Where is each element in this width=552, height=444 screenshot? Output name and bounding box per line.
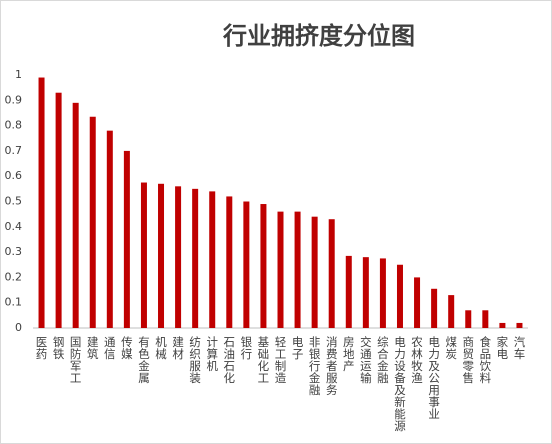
bar (396, 264, 403, 328)
x-tick-label: 交通运输 (359, 335, 373, 384)
x-tick-label: 基础化工 (256, 336, 270, 384)
x-tick-label: 有色金属 (137, 335, 151, 384)
bar (499, 322, 506, 328)
x-tick-label: 煤炭 (444, 336, 458, 360)
bar (311, 216, 318, 328)
x-tick-label: 建筑 (86, 335, 100, 360)
x-tick-label: 石油石化 (222, 336, 236, 384)
bar (38, 77, 45, 328)
x-tick-label: 医药 (35, 336, 49, 360)
bar (482, 310, 489, 328)
x-tick-label: 计算机 (205, 336, 219, 372)
x-tick-label: 电力及公用事业 (427, 336, 441, 420)
x-tick-label: 食品饮料 (478, 335, 492, 384)
bar (106, 130, 113, 328)
y-tick-label: 0.3 (5, 245, 23, 258)
x-tick-label: 家电 (495, 335, 509, 360)
bar (345, 255, 352, 328)
y-tick-label: 0.9 (5, 93, 23, 106)
x-tick-label: 国防军工 (69, 336, 83, 384)
bar (260, 204, 267, 328)
x-tick-label: 通信 (103, 336, 117, 360)
y-tick-label: 0.7 (5, 144, 23, 157)
bar (294, 211, 301, 328)
bar (516, 322, 523, 328)
x-tick-label: 房地产 (342, 336, 356, 372)
bar (328, 219, 335, 328)
x-tick-label: 电力设备及新能源 (393, 336, 407, 432)
x-tick-label: 纺织服装 (188, 335, 202, 384)
y-tick-label: 0 (15, 321, 22, 334)
bar (72, 102, 79, 328)
x-tick-label: 电子 (291, 336, 305, 360)
y-tick-label: 0.1 (5, 296, 23, 309)
bar (414, 277, 421, 328)
x-tick-label: 商贸零售 (461, 335, 475, 384)
bar (123, 150, 130, 328)
bar (431, 288, 438, 328)
bar (362, 257, 369, 328)
y-tick-label: 0.6 (5, 169, 23, 182)
y-tick-label: 0.4 (5, 220, 23, 233)
chart-title: 行业拥挤度分位图 (222, 22, 415, 50)
x-tick-label: 农林牧渔 (410, 335, 424, 384)
bar (209, 191, 216, 328)
y-tick-label: 0.5 (5, 195, 23, 208)
x-tick-label: 综合金融 (376, 335, 390, 384)
bar (55, 92, 62, 329)
bar (140, 182, 147, 328)
bar (465, 310, 472, 328)
x-tick-label: 建材 (171, 335, 185, 360)
x-tick-label: 消费者服务 (325, 335, 339, 396)
bar (89, 116, 96, 329)
y-tick-label: 0.2 (5, 270, 23, 283)
bar (277, 211, 284, 328)
x-tick-label: 钢铁 (52, 336, 66, 360)
x-tick-label: 机械 (154, 335, 168, 360)
x-tick-label: 非银行金融 (308, 336, 322, 396)
bar (243, 201, 250, 328)
x-tick-label: 银行 (239, 335, 253, 360)
bar (192, 188, 199, 328)
bar (175, 186, 182, 328)
bar (226, 196, 233, 328)
y-tick-label: 0.8 (5, 119, 23, 132)
x-tick-label: 汽车 (512, 335, 526, 360)
bar (448, 295, 455, 328)
y-tick-label: 1 (15, 68, 22, 81)
bar (158, 183, 165, 328)
x-tick-label: 轻工制造 (274, 335, 288, 384)
x-tick-label: 传媒 (120, 335, 134, 360)
bar (379, 258, 386, 328)
